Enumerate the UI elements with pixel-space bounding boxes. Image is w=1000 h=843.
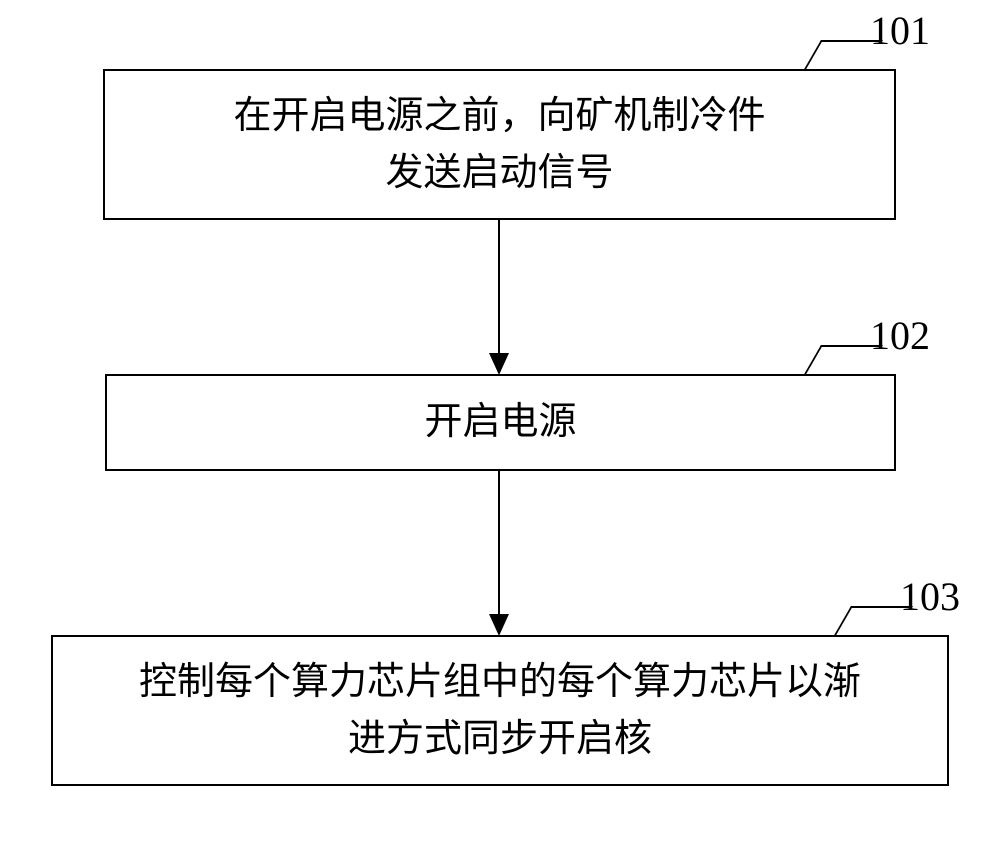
arrow-101-102 [498, 220, 500, 353]
label-101: 101 [870, 7, 930, 54]
flowchart-diagram: 在开启电源之前，向矿机制冷件 发送启动信号 101 开启电源 102 控制每个算… [0, 0, 1000, 843]
arrow-head-101-102 [489, 353, 509, 375]
node-103-text: 控制每个算力芯片组中的每个算力芯片以渐 进方式同步开启核 [119, 644, 881, 778]
node-101-line2: 发送启动信号 [385, 152, 613, 194]
arrow-102-103 [498, 471, 500, 614]
flowchart-node-103: 控制每个算力芯片组中的每个算力芯片以渐 进方式同步开启核 [51, 635, 949, 786]
flowchart-node-101: 在开启电源之前，向矿机制冷件 发送启动信号 [103, 69, 896, 220]
flowchart-node-102: 开启电源 [105, 374, 896, 471]
label-103: 103 [900, 573, 960, 620]
arrow-head-102-103 [489, 614, 509, 636]
label-102: 102 [870, 312, 930, 359]
node-101-line1: 在开启电源之前，向矿机制冷件 [233, 95, 765, 137]
node-102-text: 开启电源 [404, 384, 596, 461]
node-103-line2: 进方式同步开启核 [348, 718, 652, 760]
node-101-text: 在开启电源之前，向矿机制冷件 发送启动信号 [213, 78, 785, 212]
node-103-line1: 控制每个算力芯片组中的每个算力芯片以渐 [139, 661, 861, 703]
